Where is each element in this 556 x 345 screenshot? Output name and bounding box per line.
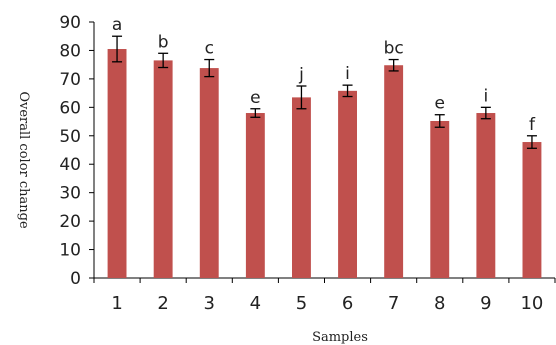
error-bar-4 xyxy=(250,108,261,118)
x-tick-label: 3 xyxy=(204,293,215,314)
significance-label-9: i xyxy=(483,86,488,106)
y-tick-label: 0 xyxy=(70,269,81,289)
y-tick-label: 60 xyxy=(59,98,81,118)
bar-9 xyxy=(476,113,496,279)
bars xyxy=(107,49,542,279)
x-tick-label: 2 xyxy=(157,293,168,314)
error-bar-1 xyxy=(112,35,123,63)
error-bar-2 xyxy=(158,52,169,69)
error-bar-10 xyxy=(526,135,537,149)
significance-label-6: i xyxy=(345,64,350,84)
bar-4 xyxy=(245,113,265,279)
x-tick-label: 1 xyxy=(111,293,122,314)
error-bar-9 xyxy=(480,106,491,120)
x-tick-label: 7 xyxy=(388,293,399,314)
x-tick-label: 4 xyxy=(250,293,261,314)
error-bar-6 xyxy=(342,84,353,98)
significance-label-7: bc xyxy=(384,39,404,59)
x-tick-label: 8 xyxy=(434,293,445,314)
x-tick-label: 5 xyxy=(296,293,307,314)
bar-10 xyxy=(522,142,542,278)
significance-label-4: e xyxy=(250,88,260,108)
x-tick-label: 9 xyxy=(480,293,491,314)
bar-3 xyxy=(199,68,219,278)
y-tick-label: 50 xyxy=(59,127,81,147)
bar-2 xyxy=(153,60,173,279)
significance-label-10: f xyxy=(529,115,536,135)
bar-1 xyxy=(107,49,127,279)
x-tick-label: 10 xyxy=(520,293,543,314)
x-axis: 1 2 3 4 5 6 7 8 9 10 xyxy=(93,277,556,314)
y-tick-label: 10 xyxy=(59,241,81,261)
significance-label-8: e xyxy=(435,94,445,114)
y-tick-label: 80 xyxy=(59,41,81,61)
error-bar-3 xyxy=(204,58,215,78)
error-bars xyxy=(112,35,537,149)
significance-label-5: j xyxy=(298,65,304,85)
x-axis-title: Samples xyxy=(312,330,368,345)
significance-label-2: b xyxy=(158,32,169,52)
y-tick-label: 20 xyxy=(59,212,81,232)
error-bar-5 xyxy=(296,85,307,110)
y-axis-title: Overall color change xyxy=(16,91,31,229)
significance-label-3: c xyxy=(205,39,214,59)
bar-5 xyxy=(291,97,311,278)
bar-8 xyxy=(430,120,450,278)
bar-6 xyxy=(338,90,358,278)
y-tick-label: 40 xyxy=(59,155,81,175)
error-bar-8 xyxy=(434,114,445,128)
error-bar-7 xyxy=(388,58,399,72)
y-tick-label: 70 xyxy=(59,70,81,90)
x-tick-label: 6 xyxy=(342,293,353,314)
y-tick-label: 30 xyxy=(59,184,81,204)
y-axis: 0 10 20 30 40 50 60 70 80 90 xyxy=(59,13,95,289)
bar-7 xyxy=(384,65,404,278)
significance-label-1: a xyxy=(112,15,122,35)
y-tick-label: 90 xyxy=(59,13,81,33)
